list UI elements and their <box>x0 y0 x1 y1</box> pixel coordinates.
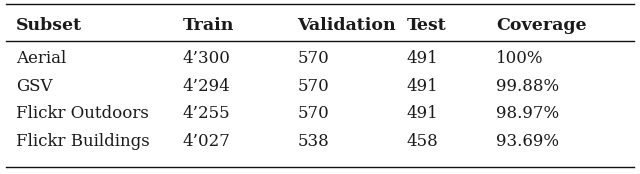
Text: 4’255: 4’255 <box>182 105 230 122</box>
Text: 570: 570 <box>298 50 330 67</box>
Text: Flickr Outdoors: Flickr Outdoors <box>16 105 149 122</box>
Text: 491: 491 <box>406 78 438 95</box>
Text: Flickr Buildings: Flickr Buildings <box>16 133 150 150</box>
Text: 4’294: 4’294 <box>182 78 230 95</box>
Text: Subset: Subset <box>16 17 82 34</box>
Text: 4’300: 4’300 <box>182 50 230 67</box>
Text: 100%: 100% <box>496 50 543 67</box>
Text: Validation: Validation <box>298 17 396 34</box>
Text: 491: 491 <box>406 105 438 122</box>
Text: 570: 570 <box>298 105 330 122</box>
Text: Test: Test <box>406 17 446 34</box>
Text: 98.97%: 98.97% <box>496 105 559 122</box>
Text: 4’027: 4’027 <box>182 133 230 150</box>
Text: GSV: GSV <box>16 78 52 95</box>
Text: 570: 570 <box>298 78 330 95</box>
Text: 491: 491 <box>406 50 438 67</box>
Text: 93.69%: 93.69% <box>496 133 559 150</box>
Text: Aerial: Aerial <box>16 50 67 67</box>
Text: 458: 458 <box>406 133 438 150</box>
Text: 538: 538 <box>298 133 330 150</box>
Text: Coverage: Coverage <box>496 17 587 34</box>
Text: 99.88%: 99.88% <box>496 78 559 95</box>
Text: Train: Train <box>182 17 234 34</box>
